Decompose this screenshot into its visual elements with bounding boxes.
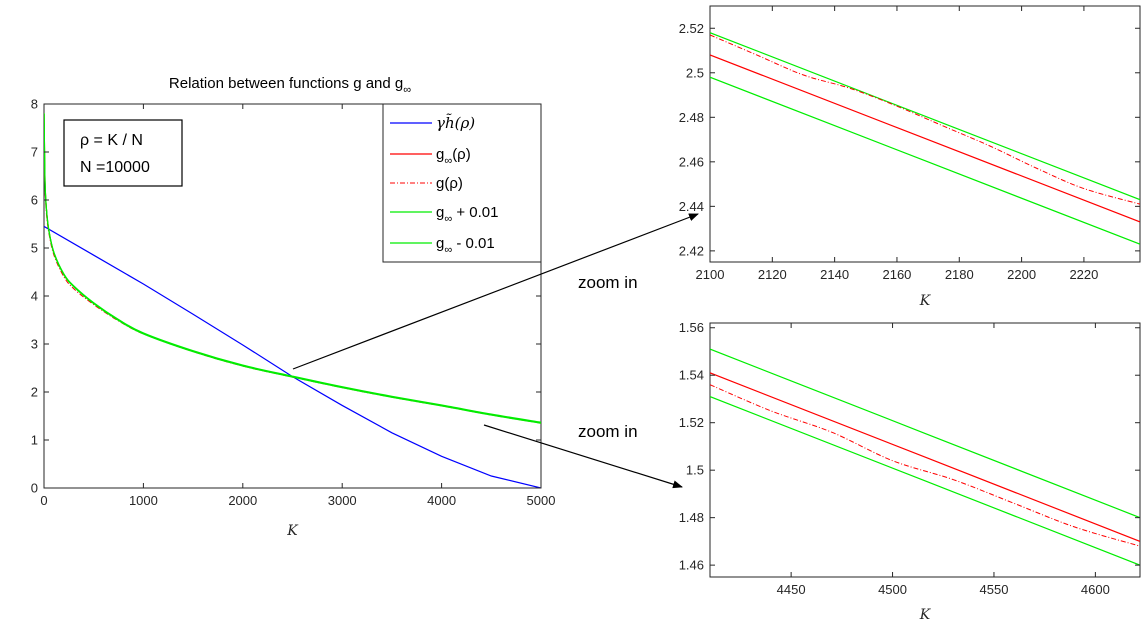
series-line-g-inf-plus xyxy=(710,348,1140,519)
x-axis-label: K xyxy=(286,523,299,539)
zoom-top-plot-area: 2100 2120 2140 2160 2180 2200 2220 2.42 2.44 2.46… xyxy=(679,5,1141,309)
y-tick-label: 1.48 xyxy=(679,510,704,525)
series-line-g-inf-minus xyxy=(710,396,1140,566)
x-tick-label: 4550 xyxy=(980,582,1009,597)
main-chart: Relation between functions g and g∞ 0 100… xyxy=(31,75,556,539)
chart-title: Relation between functions g and g∞ xyxy=(169,75,411,96)
legend: γh̃(ρ) g∞(ρ) g(ρ) g∞ + 0.01 g∞ - 0.01 xyxy=(382,103,542,263)
series-line-g-inf-plus xyxy=(710,32,1140,201)
zoom-bottom-plot-area: 4450 4500 4550 4600 1.46 1.48 1.5 1.52 1.54 1.56 K xyxy=(679,320,1141,623)
y-tick-label: 1.52 xyxy=(679,415,704,430)
legend-label: g∞ - 0.01 xyxy=(436,235,495,256)
ticks: 2100 2120 2140 2160 2180 2200 2220 2.42 2.44 2.46… xyxy=(679,6,1140,282)
legend-entry-gamma-h: γh̃(ρ) xyxy=(390,114,475,132)
axes-frame xyxy=(709,5,1141,263)
legend-frame xyxy=(382,103,542,263)
legend-label: g∞ + 0.01 xyxy=(436,204,498,225)
x-tick-label: 4000 xyxy=(427,493,456,508)
x-axis-label: K xyxy=(919,607,932,623)
zoom-annotation-top: zoom in xyxy=(292,213,699,370)
x-axis-label: K xyxy=(919,293,932,309)
x-tick-label: 2140 xyxy=(820,267,849,282)
x-tick-label: 5000 xyxy=(527,493,556,508)
y-tick-label: 2 xyxy=(31,385,38,400)
y-tick-label: 0 xyxy=(31,481,38,496)
y-tick-label: 2.46 xyxy=(679,154,704,169)
series-group xyxy=(44,113,541,488)
textbox-frame xyxy=(63,119,183,187)
series-line-g xyxy=(710,384,1140,547)
zoom-arrow xyxy=(483,424,683,489)
y-tick-label: 2.52 xyxy=(679,21,704,36)
annotation-textbox: ρ = K / N N =10000 xyxy=(63,119,183,187)
textbox-line-rho: ρ = K / N xyxy=(80,132,143,149)
x-tick-label: 4450 xyxy=(777,582,806,597)
zoom-arrow xyxy=(292,213,699,370)
y-tick-label: 1 xyxy=(31,433,38,448)
y-tick-label: 1.56 xyxy=(679,320,704,335)
y-tick-label: 1.5 xyxy=(686,463,704,478)
ticks: 4450 4500 4550 4600 1.46 1.48 1.5 1.52 1.54 1.56 xyxy=(679,320,1140,597)
zoom-label: zoom in xyxy=(578,273,638,292)
series-line-g-inf-minus xyxy=(44,114,541,424)
series-group xyxy=(710,32,1140,245)
textbox-line-n: N =10000 xyxy=(80,159,150,176)
y-tick-label: 6 xyxy=(31,193,38,208)
x-tick-label: 4600 xyxy=(1081,582,1110,597)
legend-entry-g-inf: g∞(ρ) xyxy=(390,146,471,167)
y-tick-label: 2.42 xyxy=(679,243,704,258)
series-line-g-inf xyxy=(710,54,1140,223)
x-tick-label: 2000 xyxy=(228,493,257,508)
legend-label: g(ρ) xyxy=(436,175,463,192)
y-tick-label: 5 xyxy=(31,241,38,256)
x-tick-label: 3000 xyxy=(328,493,357,508)
axes-frame xyxy=(709,322,1141,578)
x-tick-label: 2200 xyxy=(1007,267,1036,282)
y-tick-label: 1.54 xyxy=(679,368,704,383)
y-tick-label: 1.46 xyxy=(679,558,704,573)
legend-entry-g: g(ρ) xyxy=(390,175,463,192)
zoom-annotation-bottom: zoom in xyxy=(483,422,683,489)
y-tick-label: 2.48 xyxy=(679,110,704,125)
y-tick-label: 2.5 xyxy=(686,65,704,80)
zoom-label: zoom in xyxy=(578,422,638,441)
x-tick-label: 0 xyxy=(40,493,47,508)
x-tick-label: 2180 xyxy=(945,267,974,282)
y-tick-label: 8 xyxy=(31,97,38,112)
x-tick-label: 2160 xyxy=(882,267,911,282)
x-tick-label: 2100 xyxy=(696,267,725,282)
legend-label: g∞(ρ) xyxy=(436,146,471,167)
legend-entry-g-inf-minus: g∞ - 0.01 xyxy=(390,235,495,256)
x-tick-label: 2120 xyxy=(758,267,787,282)
legend-entry-g-inf-plus: g∞ + 0.01 xyxy=(390,204,498,225)
series-line-g-inf xyxy=(710,372,1140,542)
zoom-chart-top: 2100 2120 2140 2160 2180 2200 2220 2.42 2.44 2.46… xyxy=(679,5,1141,309)
y-tick-label: 2.44 xyxy=(679,199,704,214)
ticks: 0 1000 2000 3000 4000 5000 0 1 2 3 4 5 6 7 8 xyxy=(31,97,556,509)
series-line-g-inf-minus xyxy=(710,76,1140,245)
x-tick-label: 2220 xyxy=(1069,267,1098,282)
y-tick-label: 3 xyxy=(31,337,38,352)
zoom-chart-bottom: 4450 4500 4550 4600 1.46 1.48 1.5 1.52 1.54 1.56 K xyxy=(679,320,1141,623)
x-tick-label: 1000 xyxy=(129,493,158,508)
y-tick-label: 7 xyxy=(31,145,38,160)
series-group xyxy=(710,348,1140,566)
legend-label: γh̃(ρ) xyxy=(436,114,475,132)
x-tick-label: 4500 xyxy=(878,582,907,597)
y-tick-label: 4 xyxy=(31,289,38,304)
